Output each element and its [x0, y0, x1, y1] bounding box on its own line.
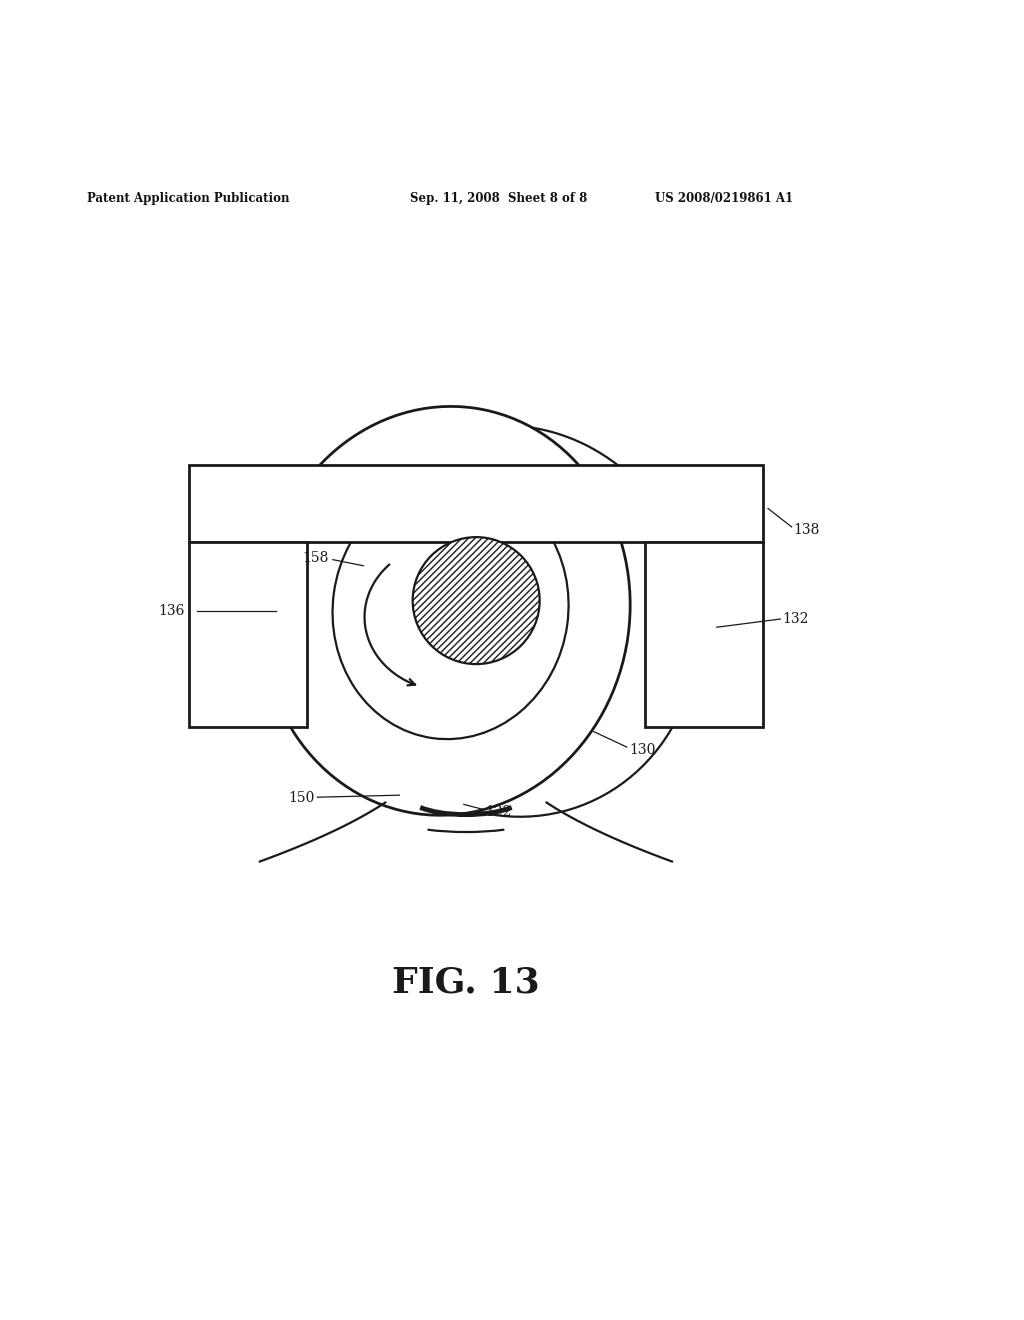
Text: 158: 158 [302, 550, 329, 565]
Text: 130: 130 [630, 743, 656, 758]
Text: US 2008/0219861 A1: US 2008/0219861 A1 [655, 191, 794, 205]
Text: 150: 150 [289, 791, 315, 805]
Bar [645, 543, 763, 726]
Circle shape [413, 537, 540, 664]
Text: Patent Application Publication: Patent Application Publication [87, 191, 290, 205]
Bar [189, 466, 763, 543]
Text: 132: 132 [782, 612, 809, 626]
Ellipse shape [326, 425, 698, 817]
Text: 138: 138 [794, 523, 820, 537]
Text: 122: 122 [485, 805, 512, 818]
Text: FIG. 13: FIG. 13 [392, 965, 540, 999]
Bar [189, 543, 307, 726]
Text: 136: 136 [159, 603, 185, 618]
Ellipse shape [261, 407, 630, 816]
Ellipse shape [333, 478, 568, 739]
Text: Sep. 11, 2008  Sheet 8 of 8: Sep. 11, 2008 Sheet 8 of 8 [410, 191, 587, 205]
